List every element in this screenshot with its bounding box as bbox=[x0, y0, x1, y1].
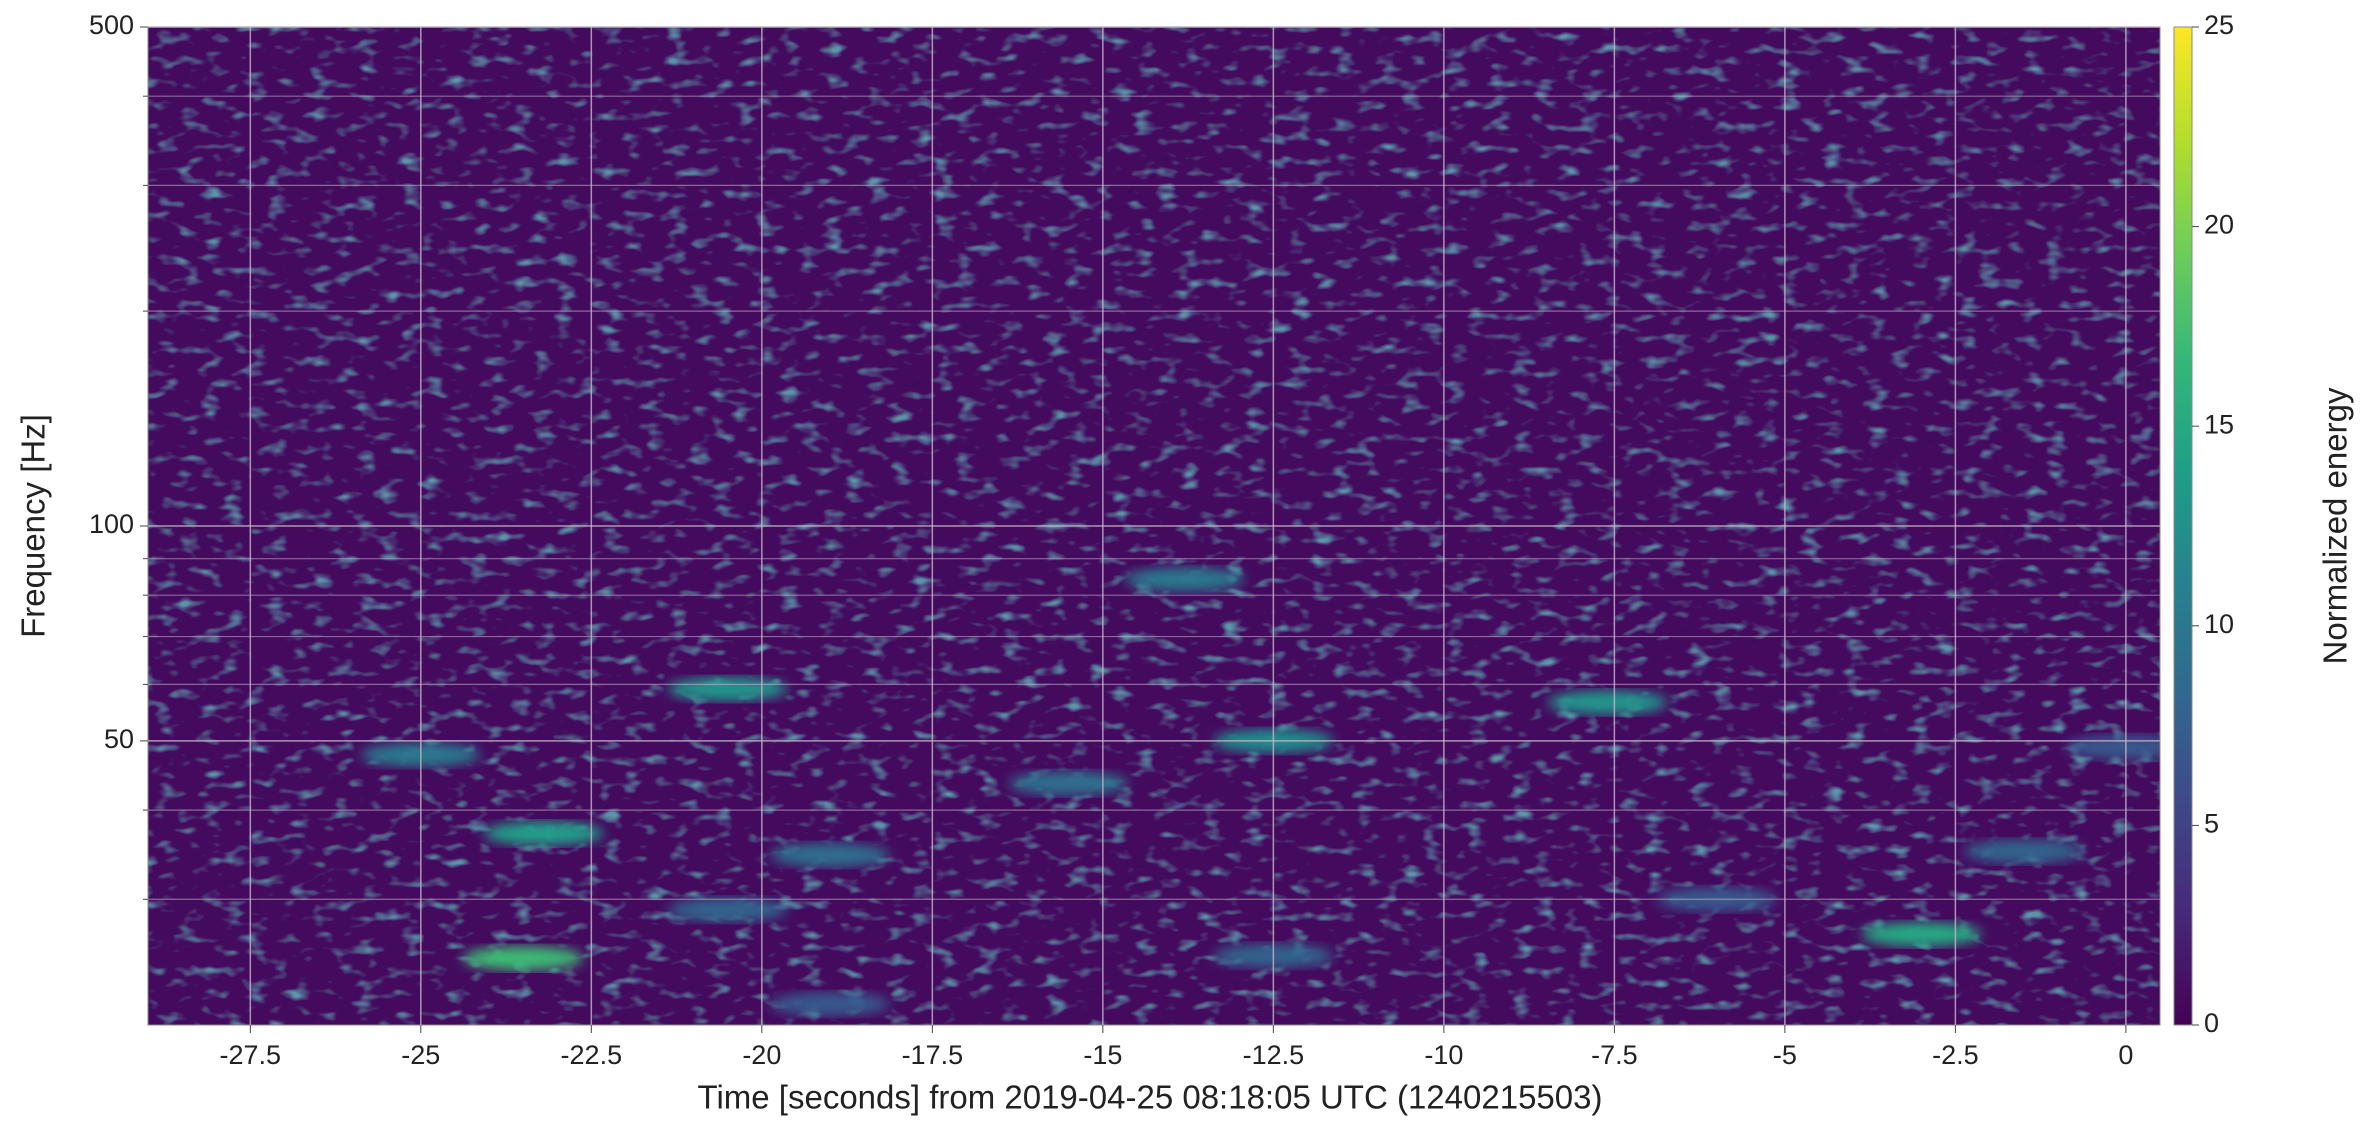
x-tick-label: -2.5 bbox=[1932, 1040, 1979, 1070]
colorbar-tick-label: 25 bbox=[2204, 10, 2234, 40]
y-tick-label: 500 bbox=[89, 10, 134, 40]
x-tick-label: -5 bbox=[1773, 1040, 1797, 1070]
x-tick-label: -20 bbox=[742, 1040, 781, 1070]
energy-blob bbox=[667, 677, 788, 702]
x-tick-label: -17.5 bbox=[902, 1040, 964, 1070]
x-tick-label: -25 bbox=[401, 1040, 440, 1070]
x-tick-label: -27.5 bbox=[220, 1040, 282, 1070]
x-tick-label: -22.5 bbox=[561, 1040, 623, 1070]
colorbar-tick-label: 20 bbox=[2204, 210, 2234, 240]
energy-blob bbox=[1861, 922, 1982, 947]
x-tick-label: 0 bbox=[2118, 1040, 2133, 1070]
colorbar-tick-label: 0 bbox=[2204, 1008, 2219, 1038]
energy-blob bbox=[1008, 771, 1129, 796]
x-tick-label: -15 bbox=[1083, 1040, 1122, 1070]
x-tick-label: -7.5 bbox=[1591, 1040, 1638, 1070]
energy-blob bbox=[1547, 690, 1668, 715]
colorbar-label: Normalized energy bbox=[2317, 387, 2354, 664]
colorbar bbox=[2173, 26, 2193, 1026]
energy-blob bbox=[1963, 839, 2084, 864]
y-tick-label: 50 bbox=[104, 724, 134, 754]
colorbar-tick-label: 15 bbox=[2204, 409, 2234, 439]
colorbar-tick-label: 10 bbox=[2204, 609, 2234, 639]
energy-blob bbox=[463, 946, 584, 971]
energy-blob bbox=[770, 843, 891, 868]
x-axis-label: Time [seconds] from 2019-04-25 08:18:05 … bbox=[698, 1079, 1603, 1116]
y-tick-label: 100 bbox=[89, 509, 134, 539]
energy-blob bbox=[667, 897, 788, 922]
energy-blob bbox=[1124, 567, 1245, 592]
x-tick-label: -12.5 bbox=[1243, 1040, 1305, 1070]
x-tick-label: -10 bbox=[1424, 1040, 1463, 1070]
energy-blob bbox=[770, 992, 891, 1017]
energy-blob bbox=[483, 821, 604, 846]
y-axis-label: Frequency [Hz] bbox=[15, 414, 52, 638]
colorbar-tick-label: 5 bbox=[2204, 809, 2219, 839]
